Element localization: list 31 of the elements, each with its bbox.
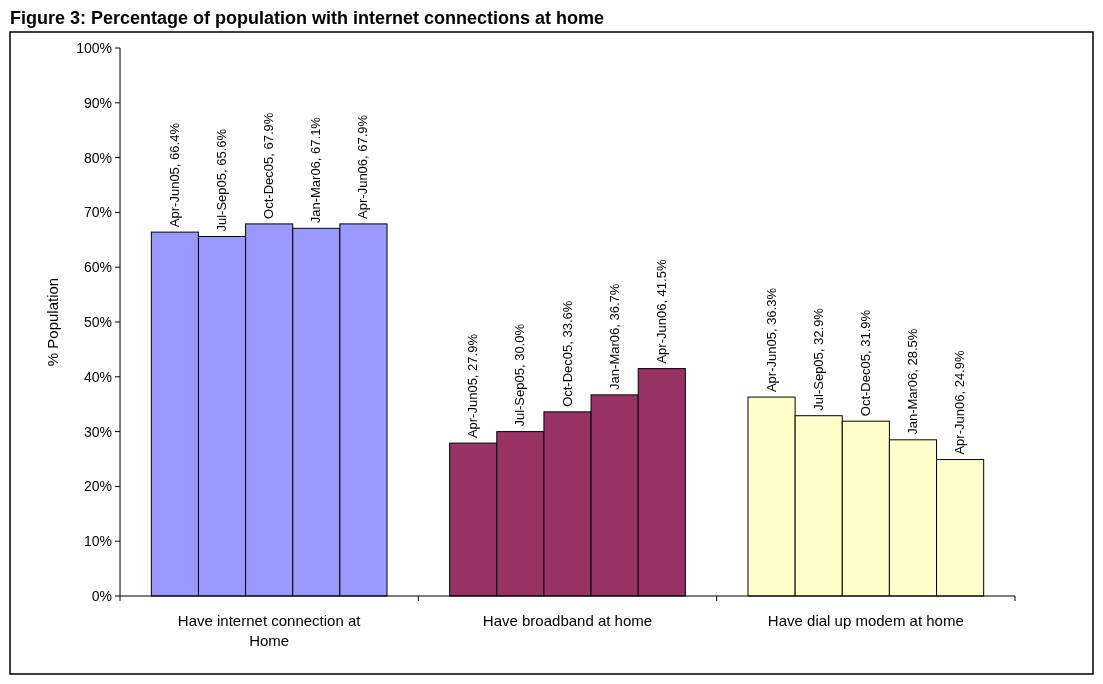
data-label: Apr-Jun06, 41.5% [653, 259, 669, 364]
y-tick-label: 80% [83, 149, 112, 166]
x-tick-label: Have internet connection at Home [177, 612, 362, 649]
data-label: Apr-Jun05, 27.9% [465, 333, 481, 439]
data-label: Oct-Dec05, 33.6% [559, 300, 575, 407]
data-label: Apr-Jun06, 24.9% [952, 350, 968, 455]
data-label: Jan-Mar06, 36.7% [606, 283, 622, 390]
data-label: Oct-Dec05, 31.9% [857, 309, 873, 417]
y-tick-label: 90% [83, 94, 112, 111]
y-tick-label: 0% [91, 587, 112, 604]
y-tick-label: 100% [76, 39, 112, 56]
data-label: Jul-Sep05, 32.9% [810, 307, 826, 411]
y-tick-label: 70% [83, 204, 112, 221]
data-label: Jul-Sep05, 65.6% [214, 128, 230, 232]
x-tick-label: Have broadband at home [482, 612, 653, 629]
data-label: Jul-Sep05, 30.0% [512, 323, 528, 427]
y-tick-label: 40% [83, 368, 112, 385]
y-tick-label: 50% [83, 313, 112, 330]
data-label: Jan-Mar06, 28.5% [904, 328, 920, 435]
data-label: Apr-Jun05, 36.3% [763, 287, 779, 393]
x-tick-label: Have dial up modem at home [767, 612, 964, 629]
data-label: Apr-Jun06, 67.9% [355, 114, 371, 219]
y-tick-label: 30% [83, 423, 112, 440]
data-label: Oct-Dec05, 67.9% [261, 112, 277, 219]
y-tick-label: 60% [83, 259, 112, 276]
y-axis-title: % Population [44, 277, 61, 367]
y-tick-label: 20% [83, 478, 112, 495]
data-label: Jan-Mar06, 67.1% [308, 116, 324, 224]
y-tick-label: 10% [83, 533, 112, 550]
data-label: Apr-Jun05, 66.4% [166, 122, 182, 228]
chart-title: Figure 3: Percentage of population with internet connections at home [10, 8, 605, 28]
